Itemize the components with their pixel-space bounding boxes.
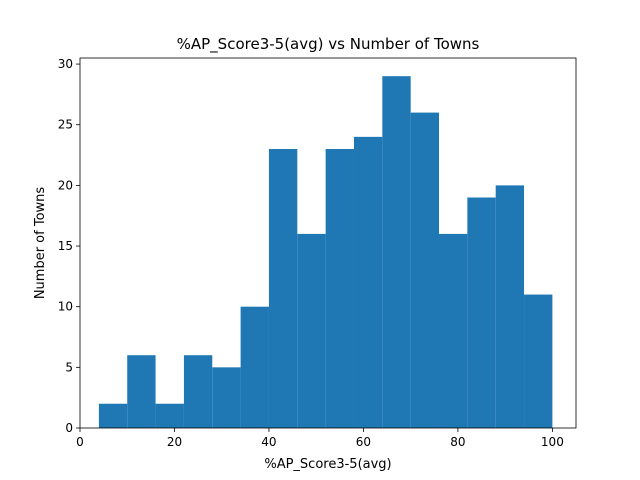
x-axis-ticks: 0 20 40 60 80 100 bbox=[76, 428, 564, 449]
x-tick-label: 60 bbox=[356, 435, 371, 449]
y-tick-label: 0 bbox=[65, 421, 73, 435]
y-axis-ticks: 0 5 10 15 20 25 30 bbox=[58, 57, 80, 435]
y-tick-label: 5 bbox=[65, 360, 73, 374]
histogram-bar bbox=[495, 185, 525, 428]
histogram-bar bbox=[212, 367, 241, 428]
y-tick-label: 10 bbox=[58, 300, 73, 314]
y-tick-label: 30 bbox=[58, 57, 73, 71]
histogram-bar bbox=[410, 112, 440, 429]
histogram-bar bbox=[439, 233, 468, 428]
histogram-bar bbox=[183, 355, 213, 428]
y-tick-label: 20 bbox=[58, 178, 73, 192]
chart-title: %AP_Score3-5(avg) vs Number of Towns bbox=[177, 35, 480, 54]
y-tick-label: 15 bbox=[58, 239, 73, 253]
histogram-bar bbox=[467, 197, 496, 428]
histogram-bar bbox=[98, 403, 128, 428]
histogram-bar bbox=[524, 294, 553, 428]
histogram-bar bbox=[155, 403, 184, 428]
histogram-bar bbox=[325, 148, 354, 428]
histogram-bar bbox=[127, 355, 156, 428]
histogram-bar bbox=[268, 148, 298, 428]
histogram-bar bbox=[353, 136, 383, 428]
x-tick-label: 0 bbox=[76, 435, 84, 449]
histogram-bar bbox=[240, 306, 269, 428]
x-tick-label: 100 bbox=[541, 435, 564, 449]
histogram-bars bbox=[98, 76, 553, 429]
y-tick-label: 25 bbox=[58, 118, 73, 132]
y-axis-label: Number of Towns bbox=[33, 187, 48, 300]
x-tick-label: 80 bbox=[450, 435, 465, 449]
histogram-bar bbox=[382, 76, 411, 429]
histogram-bar bbox=[297, 233, 326, 428]
x-axis-label: %AP_Score3-5(avg) bbox=[264, 457, 391, 472]
x-tick-label: 40 bbox=[261, 435, 276, 449]
plot-frame bbox=[79, 57, 577, 429]
x-tick-label: 20 bbox=[167, 435, 182, 449]
